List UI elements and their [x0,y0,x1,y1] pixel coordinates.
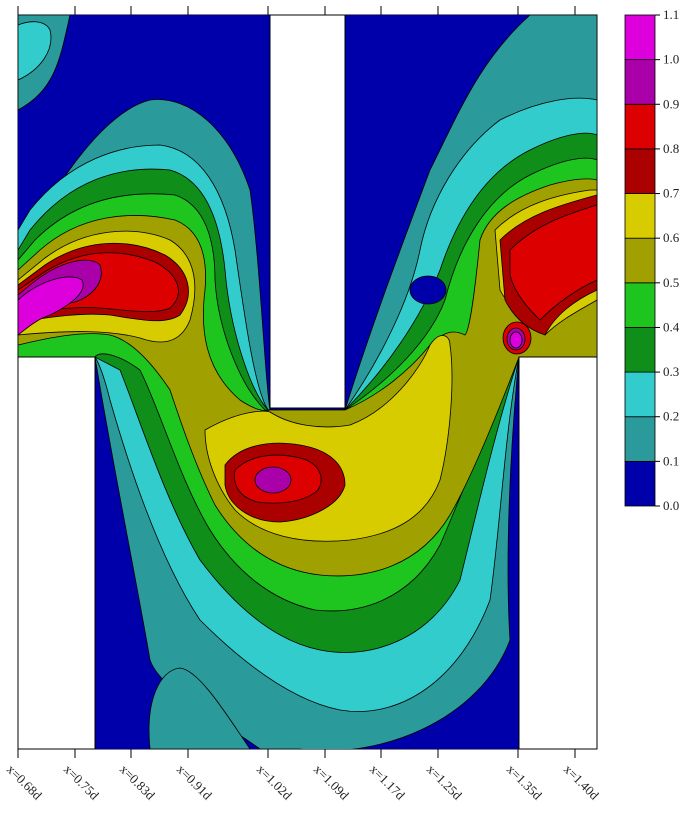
legend-tick-label: 0.3 [663,364,679,379]
x-tick-label: x=0.68d [4,762,45,803]
legend-swatch [624,237,656,284]
band-0.1-0.2-blob [148,667,251,749]
right-step [518,356,598,750]
legend-tick-label: 0.4 [663,319,680,334]
band-1.0-1.1-left [18,276,84,336]
band-0.9-1.0-center [254,466,292,494]
x-tick-label: x=1.17d [367,762,408,803]
top-baffle [269,14,346,409]
color-legend: 0.0 0.1 0.2 0.3 0.4 0.5 0.6 0.7 0.8 0.9 1.0 1.1 [624,7,680,513]
legend-swatch [624,14,656,61]
left-step [17,356,96,750]
legend-tick-label: 0.8 [663,141,679,156]
band-1.0-1.1-corner [509,331,523,349]
legend-tick-label: 0.1 [663,453,679,468]
x-tick-label: x=1.35d [504,762,545,803]
x-tick-label: x=1.02d [254,762,295,803]
x-tick-label: x=1.09d [311,762,352,803]
x-tick-label: x=1.25d [424,762,465,803]
legend-swatch [624,371,656,418]
x-tick-label: x=0.83d [117,762,158,803]
legend-swatch [624,282,656,328]
legend-swatch [624,103,656,150]
legend-tick-label: 0.0 [663,498,679,513]
low-region [409,275,447,305]
band-0.2-0.3 [18,21,52,81]
legend-tick-label: 1.1 [663,7,679,22]
legend-swatch [624,59,656,105]
band-0.8-0.9-right [509,204,597,321]
legend-tick-label: 0.5 [663,275,679,290]
legend-swatch [624,327,656,373]
legend-swatch [624,193,656,239]
legend-swatch [624,148,656,194]
x-tick-label: x=0.91d [174,762,215,803]
legend-tick-label: 0.6 [663,230,680,245]
legend-tick-label: 1.0 [663,52,679,67]
x-tick-label: x=0.75d [61,762,102,803]
x-tick-label: x=1.40d [561,762,602,803]
legend-swatch [624,460,656,507]
legend-swatch [624,416,656,462]
legend-tick-label: 0.2 [663,409,679,424]
legend-tick-label: 0.7 [663,186,680,201]
legend-tick-label: 0.9 [663,96,679,111]
